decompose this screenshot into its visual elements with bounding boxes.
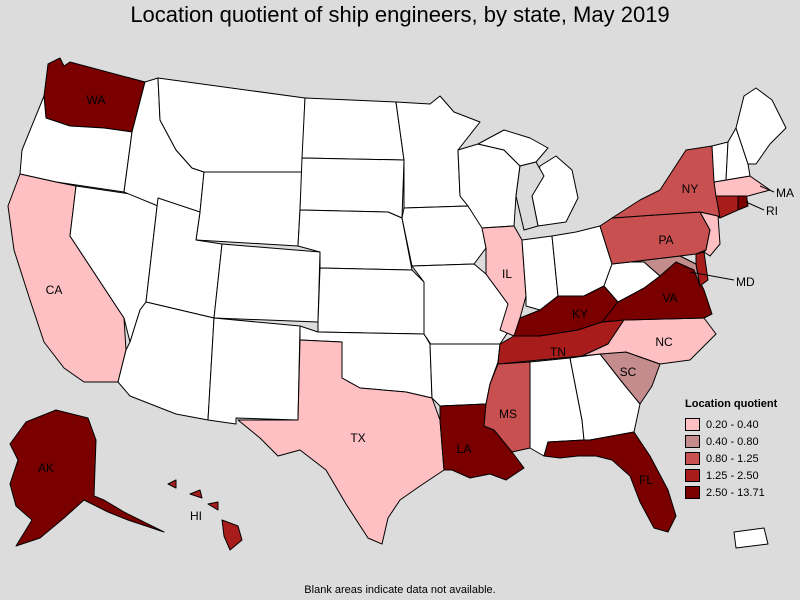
ma-leader [759,185,775,193]
state-hi[interactable] [167,479,243,551]
label-ak: AK [38,461,54,475]
state-ak[interactable] [9,409,165,547]
label-tx: TX [350,431,365,445]
label-il: IL [502,267,512,281]
state-me[interactable] [735,87,787,165]
legend-item: 0.20 - 0.40 [685,416,797,433]
state-ct[interactable] [715,193,739,219]
territory-pr[interactable] [733,527,769,549]
legend-swatch [685,452,700,465]
legend-label: 0.20 - 0.40 [706,418,759,431]
label-ky: KY [572,307,588,321]
state-nd[interactable] [301,97,405,161]
label-ca: CA [46,283,63,297]
legend-swatch [685,486,700,499]
label-ny: NY [682,182,699,196]
label-fl: FL [639,473,653,487]
state-tx[interactable] [237,339,445,545]
legend-label: 0.40 - 0.80 [706,435,759,448]
state-fl[interactable] [543,431,677,533]
state-mi-lake [515,161,545,231]
state-vt[interactable] [711,141,729,183]
state-sd[interactable] [299,157,405,219]
label-va: VA [662,291,677,305]
legend-label: 0.80 - 1.25 [706,452,759,465]
legend-item: 1.25 - 2.50 [685,467,797,484]
state-nj[interactable] [699,211,721,257]
state-wy[interactable] [195,171,303,247]
legend-item: 2.50 - 13.71 [685,484,797,501]
legend-item: 0.40 - 0.80 [685,433,797,450]
state-md[interactable] [629,255,701,287]
legend-label: 1.25 - 2.50 [706,469,759,482]
state-co[interactable] [213,243,321,323]
label-wa: WA [87,93,106,107]
label-sc: SC [620,365,637,379]
label-nc: NC [655,335,673,349]
state-de[interactable] [695,251,709,287]
label-ma: MA [776,186,794,200]
state-ks[interactable] [317,267,425,335]
label-hi: HI [190,509,202,523]
legend: Location quotient 0.20 - 0.40 0.40 - 0.8… [685,398,797,501]
state-mo[interactable] [411,263,513,347]
label-pa: PA [658,233,673,247]
label-tn: TN [550,345,566,359]
map-title: Location quotient of ship engineers, by … [130,2,670,27]
state-nh[interactable] [725,127,751,181]
label-ms: MS [499,407,517,421]
state-in[interactable] [521,235,559,311]
label-md: MD [736,275,755,289]
state-ny[interactable] [611,145,721,219]
label-ri: RI [766,204,778,218]
legend-swatch [685,435,700,448]
legend-swatch [685,418,700,431]
legend-swatch [685,469,700,482]
map-footnote: Blank areas indicate data not available. [304,584,496,596]
legend-label: 2.50 - 13.71 [706,486,765,499]
state-pa[interactable] [599,211,711,265]
legend-item: 0.80 - 1.25 [685,450,797,467]
md-leader [689,271,735,281]
legend-title: Location quotient [685,398,778,410]
ri-leader [745,201,765,211]
state-nm[interactable] [207,317,301,425]
label-la: LA [457,442,472,456]
